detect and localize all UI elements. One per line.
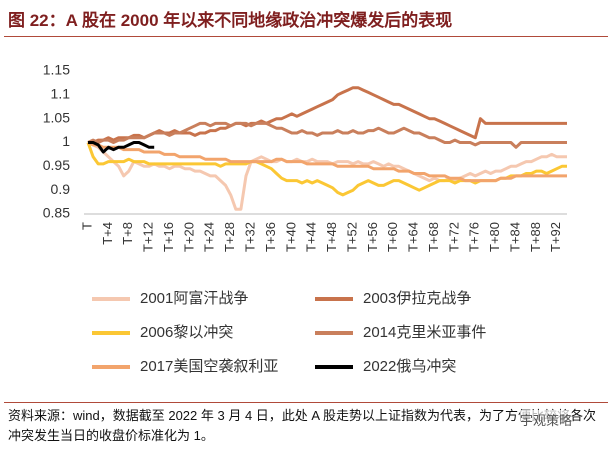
x-tick-label: T+4 bbox=[100, 222, 115, 245]
y-tick-label: 1 bbox=[62, 133, 70, 149]
x-tick-label: T+60 bbox=[385, 222, 400, 252]
legend-label: 2017美国空袭叙利亚 bbox=[140, 358, 278, 375]
x-tick-label: T+76 bbox=[467, 222, 482, 252]
legend-label: 2003伊拉克战争 bbox=[363, 289, 471, 307]
legend-label: 2006黎以冲突 bbox=[140, 324, 233, 341]
watermark: 宇观策略 bbox=[520, 410, 573, 429]
x-tick-label: T+16 bbox=[161, 222, 176, 252]
legend-label: 2022俄乌冲突 bbox=[363, 358, 456, 375]
x-tick-label: T+84 bbox=[507, 222, 522, 252]
y-tick-label: 1.15 bbox=[43, 62, 70, 78]
x-tick-label: T+80 bbox=[487, 222, 502, 252]
y-tick-label: 1.1 bbox=[51, 86, 71, 102]
x-tick-label: T+12 bbox=[141, 222, 156, 252]
footer-rule bbox=[4, 402, 608, 403]
x-tick-label: T+64 bbox=[406, 222, 421, 252]
x-tick-label: T+8 bbox=[120, 222, 135, 245]
series-line bbox=[87, 141, 567, 211]
y-tick-label: 0.85 bbox=[43, 205, 70, 221]
x-tick-label: T+28 bbox=[222, 222, 237, 252]
x-tick-label: T+72 bbox=[446, 222, 461, 252]
x-tick-label: T bbox=[79, 222, 94, 230]
x-tick-label: T+20 bbox=[181, 222, 196, 252]
x-tick-label: T+48 bbox=[324, 222, 339, 252]
x-tick-label: T+40 bbox=[283, 222, 298, 252]
x-tick-label: T+36 bbox=[263, 222, 278, 252]
source-note: 资料来源：wind，数据截至 2022 年 3 月 4 日，此处 A 股走势以上… bbox=[8, 408, 596, 443]
title-rule bbox=[4, 36, 608, 37]
y-tick-label: 0.95 bbox=[43, 157, 70, 173]
x-tick-label: T+68 bbox=[426, 222, 441, 252]
y-tick-label: 0.9 bbox=[51, 181, 71, 197]
x-tick-label: T+52 bbox=[344, 222, 359, 252]
x-tick-label: T+88 bbox=[528, 222, 543, 252]
series-line bbox=[86, 141, 567, 197]
x-tick-label: T+44 bbox=[304, 222, 319, 252]
series-line bbox=[87, 141, 567, 183]
x-tick-label: T+56 bbox=[365, 222, 380, 252]
legend-label: 2014克里米亚事件 bbox=[363, 324, 486, 341]
x-tick-label: T+24 bbox=[202, 222, 217, 252]
x-tick-label: T+92 bbox=[548, 222, 563, 252]
y-tick-label: 1.05 bbox=[43, 109, 70, 125]
series-line bbox=[88, 141, 155, 154]
legend-label: 2001阿富汗战争 bbox=[140, 289, 248, 307]
x-tick-label: T+32 bbox=[243, 222, 258, 252]
series-line bbox=[87, 121, 567, 149]
chart: 0.85 0.9 0.95 1 1.05 1.1 1.15 T T+4 T+8 T+12 T+16 T+… bbox=[43, 62, 567, 375]
chart-title: 图 22：A 股在 2000 年以来不同地缘政治冲突爆发后的表现 bbox=[8, 11, 453, 30]
